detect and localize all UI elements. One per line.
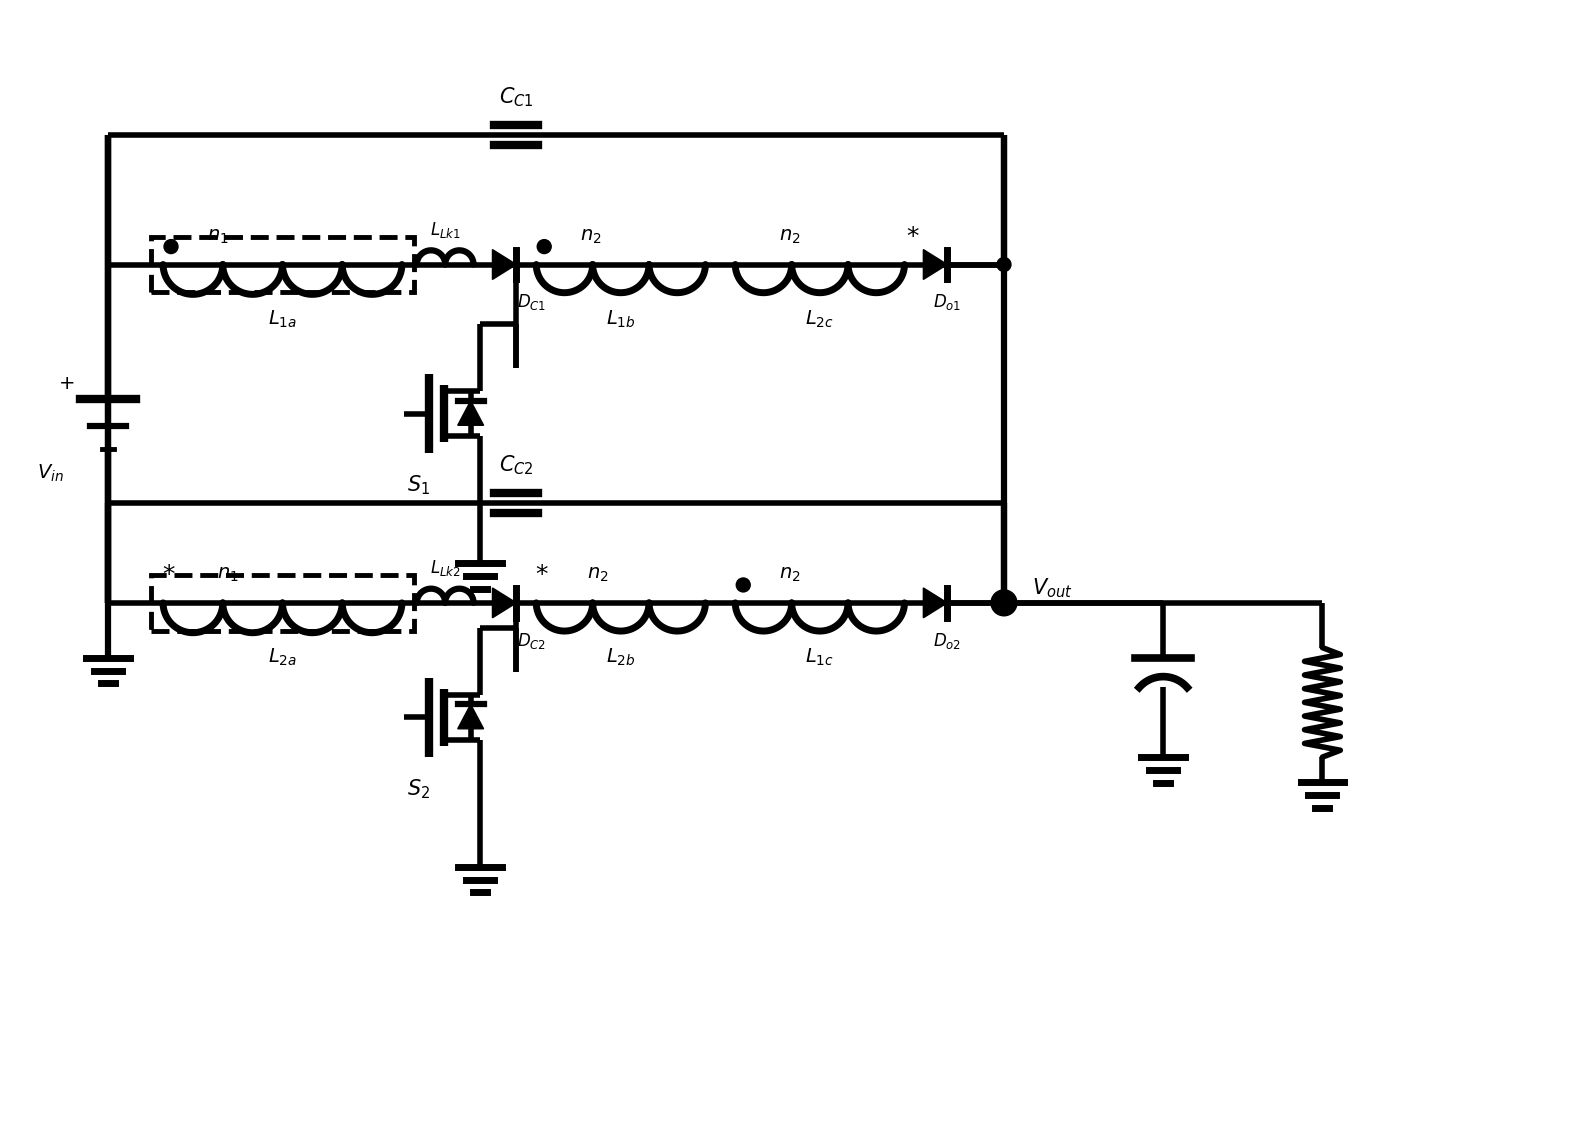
Bar (151, 575, 414, 630)
Text: $S_1$: $S_1$ (407, 474, 431, 497)
Text: $V_{out}$: $V_{out}$ (1032, 576, 1073, 599)
Text: $*$: $*$ (162, 561, 176, 585)
Text: $n_2$: $n_2$ (586, 566, 609, 584)
Circle shape (737, 577, 750, 592)
Text: $n_2$: $n_2$ (580, 227, 602, 246)
Text: $L_{2c}$: $L_{2c}$ (805, 309, 834, 329)
Circle shape (997, 257, 1011, 271)
Text: $C_{C2}$: $C_{C2}$ (499, 453, 534, 478)
Text: $S_2$: $S_2$ (407, 777, 431, 801)
Text: $n_1$: $n_1$ (217, 566, 239, 584)
Text: $D_{o1}$: $D_{o1}$ (934, 293, 962, 312)
Polygon shape (458, 705, 483, 729)
Text: $L_{Lk1}$: $L_{Lk1}$ (430, 219, 461, 240)
Text: $L_{1c}$: $L_{1c}$ (805, 647, 834, 668)
Polygon shape (493, 249, 517, 279)
Text: $L_{1a}$: $L_{1a}$ (268, 309, 296, 329)
Text: $+$: $+$ (59, 374, 74, 394)
Text: $n_2$: $n_2$ (780, 566, 800, 584)
Polygon shape (924, 588, 948, 618)
Polygon shape (924, 249, 948, 279)
Text: $L_{2a}$: $L_{2a}$ (268, 647, 296, 668)
Text: $*$: $*$ (536, 561, 548, 585)
Circle shape (991, 590, 1018, 615)
Text: $C_{C1}$: $C_{C1}$ (499, 85, 534, 109)
Text: $n_1$: $n_1$ (208, 227, 228, 246)
Text: $n_2$: $n_2$ (780, 227, 800, 246)
Circle shape (165, 240, 178, 254)
Text: $L_{1b}$: $L_{1b}$ (605, 309, 636, 329)
Text: $D_{C2}$: $D_{C2}$ (517, 630, 545, 651)
Polygon shape (493, 588, 517, 618)
Bar (151, 236, 414, 293)
Text: $*$: $*$ (905, 223, 919, 247)
Text: $L_{2b}$: $L_{2b}$ (605, 647, 636, 668)
Polygon shape (458, 401, 483, 425)
Text: $V_{in}$: $V_{in}$ (36, 463, 63, 484)
Circle shape (537, 240, 552, 254)
Circle shape (997, 596, 1011, 610)
Text: $D_{o2}$: $D_{o2}$ (934, 630, 962, 651)
Text: $D_{C1}$: $D_{C1}$ (517, 293, 545, 312)
Text: $L_{Lk2}$: $L_{Lk2}$ (430, 558, 461, 579)
